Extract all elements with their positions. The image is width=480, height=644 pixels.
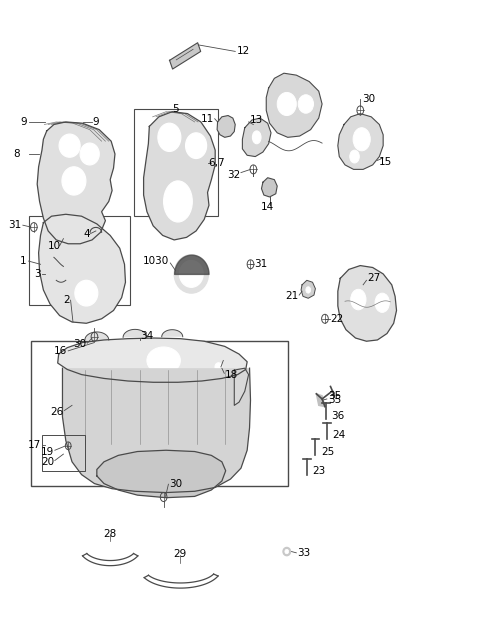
Ellipse shape [252, 131, 261, 144]
Ellipse shape [186, 133, 206, 158]
Text: 31: 31 [254, 260, 267, 269]
Bar [133, 109, 217, 216]
Polygon shape [162, 330, 183, 337]
Text: 13: 13 [250, 115, 263, 125]
Polygon shape [338, 113, 383, 169]
Polygon shape [301, 280, 315, 298]
Text: 15: 15 [378, 156, 392, 167]
Bar [42, 435, 85, 471]
Polygon shape [58, 338, 247, 383]
Text: 10: 10 [48, 241, 61, 251]
Text: 29: 29 [174, 549, 187, 559]
Text: 16: 16 [54, 346, 67, 356]
Ellipse shape [215, 363, 222, 371]
Polygon shape [85, 332, 109, 340]
Bar [29, 216, 130, 305]
Ellipse shape [59, 134, 80, 157]
Text: 19: 19 [41, 446, 54, 457]
Text: 8: 8 [13, 149, 20, 159]
Ellipse shape [133, 547, 139, 554]
Ellipse shape [75, 280, 98, 306]
Ellipse shape [277, 93, 296, 115]
Text: 5: 5 [172, 104, 179, 114]
Polygon shape [38, 214, 125, 323]
Ellipse shape [158, 123, 181, 151]
Polygon shape [37, 122, 115, 244]
Text: 20: 20 [41, 457, 54, 467]
Text: 3: 3 [34, 269, 40, 279]
Text: 31: 31 [8, 220, 22, 230]
Text: 9: 9 [92, 117, 99, 127]
Text: 26: 26 [50, 407, 63, 417]
Text: 36: 36 [332, 412, 345, 421]
Ellipse shape [353, 128, 370, 151]
Ellipse shape [82, 548, 88, 554]
Polygon shape [62, 368, 251, 493]
Text: 33: 33 [297, 548, 311, 558]
Text: 6,7: 6,7 [208, 158, 225, 168]
Text: 18: 18 [225, 370, 238, 379]
Ellipse shape [306, 287, 311, 293]
Ellipse shape [62, 167, 86, 195]
Text: 21: 21 [285, 291, 298, 301]
Ellipse shape [285, 549, 288, 554]
Ellipse shape [350, 150, 360, 163]
Text: 27: 27 [367, 274, 380, 283]
Text: 12: 12 [237, 46, 250, 57]
Polygon shape [217, 115, 235, 137]
Ellipse shape [143, 570, 148, 576]
Ellipse shape [212, 570, 218, 576]
Text: 1030: 1030 [143, 256, 169, 266]
Polygon shape [316, 394, 325, 406]
Text: 23: 23 [312, 466, 326, 477]
Polygon shape [97, 450, 226, 498]
Polygon shape [338, 265, 396, 341]
Text: 35: 35 [328, 395, 341, 404]
Polygon shape [234, 368, 249, 405]
Text: 35: 35 [328, 391, 341, 401]
Ellipse shape [147, 347, 180, 374]
Polygon shape [266, 73, 322, 137]
Ellipse shape [298, 95, 313, 113]
Text: 2: 2 [63, 295, 70, 305]
Ellipse shape [174, 254, 208, 293]
Text: 4: 4 [83, 229, 90, 238]
Text: 30: 30 [362, 94, 375, 104]
Text: 30: 30 [169, 478, 182, 489]
Text: 1: 1 [20, 256, 27, 266]
Text: 28: 28 [104, 529, 117, 538]
Ellipse shape [164, 181, 192, 222]
Bar [31, 341, 288, 486]
Text: 17: 17 [28, 440, 41, 450]
Ellipse shape [80, 143, 99, 165]
Text: 34: 34 [140, 331, 153, 341]
Polygon shape [262, 178, 277, 197]
Polygon shape [144, 111, 215, 240]
Text: 32: 32 [227, 169, 240, 180]
Text: 22: 22 [331, 314, 344, 324]
Ellipse shape [283, 547, 290, 556]
Text: 14: 14 [261, 202, 274, 213]
Text: 25: 25 [321, 447, 335, 457]
Text: 24: 24 [333, 430, 346, 440]
Polygon shape [123, 329, 147, 337]
Polygon shape [242, 118, 271, 156]
Text: 11: 11 [201, 114, 214, 124]
Ellipse shape [351, 289, 366, 310]
Ellipse shape [375, 293, 389, 312]
Text: 9: 9 [20, 117, 27, 127]
Polygon shape [169, 43, 201, 69]
Ellipse shape [180, 260, 203, 287]
Text: 30: 30 [73, 339, 86, 350]
